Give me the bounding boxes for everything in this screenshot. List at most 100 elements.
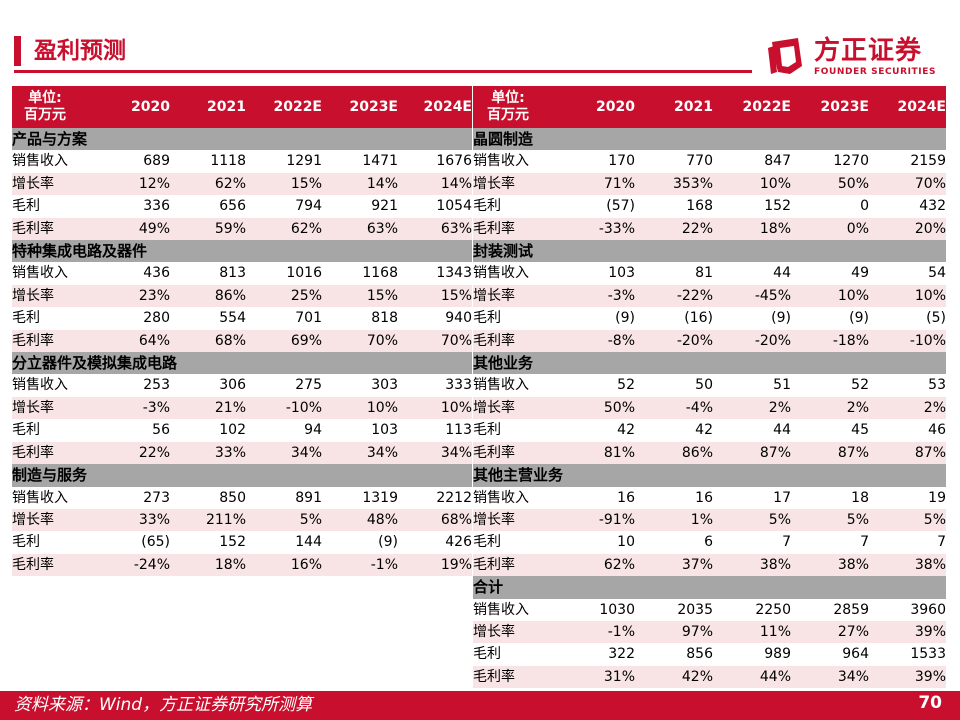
value-cell: 44% (713, 665, 791, 689)
table-row: 毛利 336 656 794 921 1054 (12, 195, 472, 217)
value-cell: 7 (782, 534, 791, 551)
value-cell: 34% (791, 665, 869, 689)
value-cell: 16% (246, 553, 322, 577)
value-cell: 770 (686, 153, 713, 170)
table-row: 销售收入 170 770 847 1270 2159 (473, 150, 946, 172)
year-header: 2022E (713, 86, 791, 128)
unit-label: 单位: 百万元 (12, 86, 78, 128)
table-row: 增长率 71% 353% 10% 50% 70% (473, 172, 946, 196)
value-cell: 86% (635, 441, 713, 465)
value-cell: 10% (869, 284, 946, 308)
value-cell: -3% (78, 396, 170, 420)
value-cell: 59% (170, 217, 246, 241)
row-label: 增长率 (12, 284, 78, 308)
value-cell: 34% (398, 441, 472, 465)
value-cell: 39% (869, 620, 946, 644)
table-row: 增长率 12% 62% 15% 14% 14% (12, 172, 472, 196)
value-cell: 39% (869, 665, 946, 689)
value-cell: (5) (926, 310, 946, 327)
value-cell: 14% (398, 172, 472, 196)
value-cell: 42 (617, 422, 635, 439)
table-row: 毛利率 -8% -20% -20% -18% -10% (473, 329, 946, 353)
value-cell: 18 (851, 489, 869, 506)
value-cell: 46 (928, 422, 946, 439)
table-row: 销售收入 16 16 17 18 19 (473, 487, 946, 509)
value-cell: 22% (635, 217, 713, 241)
table-row: 毛利率 22% 33% 34% 34% 34% (12, 441, 472, 465)
table-header-row: 单位: 百万元 2020 2021 2022E 2023E 2024E (12, 86, 472, 128)
table-row: 增长率 23% 86% 25% 15% 15% (12, 284, 472, 308)
value-cell: 102 (219, 422, 246, 439)
value-cell: 2035 (677, 601, 713, 618)
value-cell: -3% (543, 284, 635, 308)
founder-logo: 方正证券 FOUNDER SECURITIES (768, 36, 948, 80)
value-cell: 1168 (362, 265, 398, 282)
value-cell: 1270 (833, 153, 869, 170)
section-name: 晶圆制造 (473, 128, 946, 151)
value-cell: 53 (928, 377, 946, 394)
table-row: 销售收入 253 306 275 303 333 (12, 374, 472, 396)
year-header: 2023E (322, 86, 398, 128)
value-cell: 850 (219, 489, 246, 506)
value-cell: 1676 (436, 153, 472, 170)
row-label: 毛利 (473, 310, 501, 327)
value-cell: (9) (378, 534, 398, 551)
value-cell: 322 (608, 646, 635, 663)
value-cell: 2% (869, 396, 946, 420)
section-name: 封装测试 (473, 240, 946, 263)
row-label: 毛利 (473, 646, 501, 663)
row-label: 毛利 (12, 310, 40, 327)
table-row: 销售收入 103 81 44 49 54 (473, 262, 946, 284)
value-cell: 54 (928, 265, 946, 282)
value-cell: 1471 (362, 153, 398, 170)
left-table-body: 产品与方案 销售收入 689 1118 1291 1471 1676 增长率 12% 62% 15%… (12, 128, 472, 577)
value-cell: (9) (771, 310, 791, 327)
year-header: 2021 (635, 86, 713, 128)
value-cell: 2159 (910, 153, 946, 170)
value-cell: 19 (928, 489, 946, 506)
value-cell: 3960 (910, 601, 946, 618)
title-accent-bar (14, 36, 21, 66)
value-cell: 87% (791, 441, 869, 465)
value-cell: 87% (869, 441, 946, 465)
value-cell: -20% (713, 329, 791, 353)
value-cell: -8% (543, 329, 635, 353)
value-cell: -10% (869, 329, 946, 353)
value-cell: 1016 (286, 265, 322, 282)
table-row: 毛利 (65) 152 144 (9) 426 (12, 531, 472, 553)
value-cell: 50% (543, 396, 635, 420)
value-cell: 152 (764, 198, 791, 215)
row-label: 增长率 (473, 620, 543, 644)
section-header-row: 制造与服务 (12, 464, 472, 487)
section-header-row: 其他业务 (473, 352, 946, 375)
year-header: 2023E (791, 86, 869, 128)
page-number: 70 (918, 693, 942, 713)
value-cell: 70% (398, 329, 472, 353)
row-label: 毛利率 (12, 217, 78, 241)
value-cell: (65) (141, 534, 170, 551)
value-cell: 152 (219, 534, 246, 551)
value-cell: 144 (295, 534, 322, 551)
value-cell: 56 (152, 422, 170, 439)
title-rule (14, 70, 752, 73)
value-cell: -18% (791, 329, 869, 353)
value-cell: 50 (695, 377, 713, 394)
value-cell: 51 (773, 377, 791, 394)
value-cell: 12% (78, 172, 170, 196)
value-cell: 15% (246, 172, 322, 196)
value-cell: -33% (543, 217, 635, 241)
value-cell: (9) (849, 310, 869, 327)
value-cell: 38% (713, 553, 791, 577)
value-cell: 1030 (599, 601, 635, 618)
section-header-row: 分立器件及模拟集成电路 (12, 352, 472, 375)
value-cell: -10% (246, 396, 322, 420)
row-label: 增长率 (473, 508, 543, 532)
row-label: 毛利率 (12, 441, 78, 465)
founder-logo-icon (768, 38, 802, 74)
value-cell: 25% (246, 284, 322, 308)
table-row: 销售收入 1030 2035 2250 2859 3960 (473, 599, 946, 621)
value-cell: 16 (617, 489, 635, 506)
table-row: 销售收入 273 850 891 1319 2212 (12, 487, 472, 509)
table-row: 毛利 (57) 168 152 0 432 (473, 195, 946, 217)
value-cell: 847 (764, 153, 791, 170)
